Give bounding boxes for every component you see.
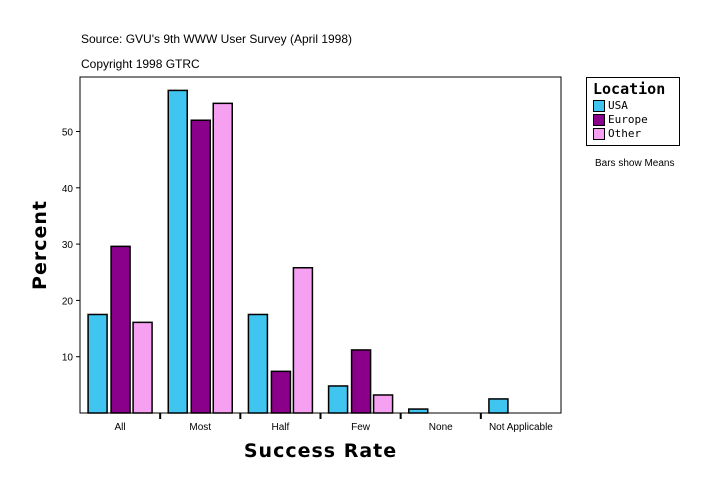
x-tick-label: Few <box>351 422 371 433</box>
x-tick-label: None <box>429 422 453 433</box>
bar-other <box>212 102 233 414</box>
legend-swatch <box>593 128 605 140</box>
y-tick-label: 50 <box>62 128 74 139</box>
plot-area <box>79 76 562 414</box>
legend: Location USA Europe Other <box>586 77 680 146</box>
bar-usa <box>327 385 349 414</box>
legend-item-europe: Europe <box>593 113 648 126</box>
bar-other <box>292 266 314 414</box>
y-tick-label: 10 <box>62 353 74 364</box>
bar-europe <box>350 349 372 414</box>
x-axis-label: Success Rate <box>244 440 397 462</box>
legend-swatch <box>593 114 605 126</box>
bar-other <box>372 394 394 414</box>
legend-label: Other <box>608 127 642 140</box>
legend-title: Location <box>593 80 666 98</box>
means-note: Bars show Means <box>595 158 675 169</box>
bar-usa <box>167 89 188 414</box>
bar-europe <box>270 370 292 414</box>
legend-label: Europe <box>608 113 648 126</box>
source-text: Source: GVU's 9th WWW User Survey (April… <box>81 32 353 46</box>
bar-usa <box>488 398 509 414</box>
legend-label: USA <box>608 99 628 112</box>
y-tick-label: 30 <box>62 240 74 251</box>
legend-item-other: Other <box>593 127 642 140</box>
copyright-text: Copyright 1998 GTRC <box>81 57 200 71</box>
bar-europe <box>190 119 211 414</box>
legend-item-usa: USA <box>593 99 628 112</box>
x-tick-label: Half <box>272 422 290 433</box>
x-tick-label: Most <box>189 422 211 433</box>
x-tick-label: Not Applicable <box>489 422 553 433</box>
bar-usa <box>87 313 108 414</box>
bar-usa <box>247 313 269 414</box>
y-tick-label: 20 <box>62 296 74 307</box>
x-tick-label: All <box>115 422 126 433</box>
bar-usa <box>408 408 429 414</box>
bar-other <box>132 321 153 414</box>
bar-europe <box>110 245 131 414</box>
y-tick-label: 40 <box>62 184 74 195</box>
legend-swatch <box>593 100 605 112</box>
y-axis-label: Percent <box>29 200 51 290</box>
